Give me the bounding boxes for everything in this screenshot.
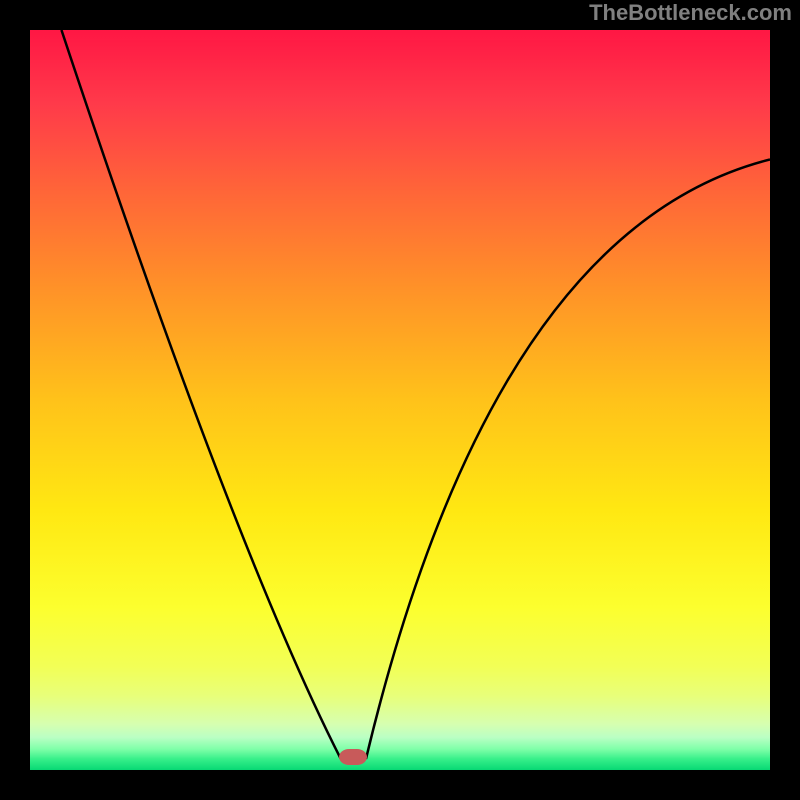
bottleneck-curve xyxy=(30,30,770,770)
plot-area xyxy=(30,30,770,770)
optimal-point-marker xyxy=(339,749,367,765)
attribution-label: TheBottleneck.com xyxy=(589,0,792,26)
